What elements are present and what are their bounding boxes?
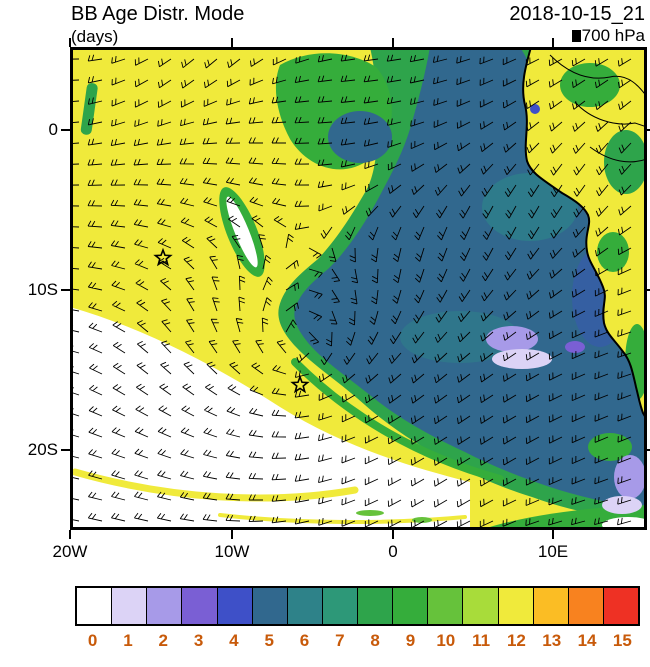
colorbar-cell <box>392 588 428 624</box>
colorbar-tick-label: 10 <box>436 631 456 650</box>
colorbar-cell <box>146 588 182 624</box>
white-sliver-feature <box>219 187 265 277</box>
colorbar-cell <box>286 588 322 624</box>
field-age1-patch <box>602 496 642 514</box>
field-age0-region <box>70 307 470 530</box>
land-green-patch <box>597 232 629 272</box>
colorbar-tick-label: 8 <box>370 631 380 650</box>
country-border <box>589 146 647 163</box>
field-age1-patch <box>492 349 552 369</box>
pressure-level-label: 700 hPa <box>581 26 645 45</box>
colorbar-tick-label: 5 <box>264 631 274 650</box>
colorbar-cell <box>497 588 533 624</box>
coastline <box>522 47 647 421</box>
colorbar-cell <box>357 588 393 624</box>
colorbar-tick-label: 13 <box>542 631 562 650</box>
x-tick-label: 10W <box>214 542 250 561</box>
colorbar-tick-label: 15 <box>612 631 632 650</box>
colorbar-cell <box>462 588 498 624</box>
green-fleck <box>412 517 432 523</box>
star-marker <box>290 374 310 394</box>
colorbar-tick-label: 4 <box>229 631 239 650</box>
field-age5-patch <box>328 111 392 163</box>
chart-title: BB Age Distr. Mode <box>71 3 245 25</box>
map-frame <box>70 47 647 530</box>
field-age2-patch <box>614 455 646 499</box>
green-arc <box>291 358 504 483</box>
x-tick-label: 0 <box>388 542 398 561</box>
colorbar-tick-label: 1 <box>123 631 133 650</box>
timestamp-label: 2018-10-15_21 <box>509 3 645 25</box>
colorbar-tick-label: 3 <box>193 631 204 650</box>
field-age2-patch <box>486 326 538 352</box>
bottom-white-corner <box>602 517 647 530</box>
colorbar-tick-label: 11 <box>472 631 491 650</box>
colorbar-tick-label: 14 <box>577 631 597 650</box>
country-border <box>549 54 647 98</box>
pressure-level: 700 hPa <box>571 26 645 46</box>
country-border <box>574 101 647 128</box>
colorbar-cell <box>111 588 147 624</box>
land-green-patch <box>560 63 620 107</box>
y-tick-label: 10S <box>27 280 58 299</box>
yellow-streak <box>71 468 359 502</box>
colorbar <box>75 586 640 626</box>
colorbar-tick-label: 7 <box>335 631 345 650</box>
sliver-core <box>226 196 258 268</box>
green-sliver <box>80 83 98 135</box>
field-age6-patch <box>400 311 520 363</box>
colorbar-tick-label: 0 <box>87 631 98 650</box>
x-tick-label: 20W <box>52 542 88 561</box>
colorbar-tick-label: 9 <box>405 631 416 650</box>
colorbar-cell <box>77 588 112 624</box>
map-plot <box>70 47 647 530</box>
units-label: (days) <box>71 27 119 46</box>
land-blue-dot <box>530 104 540 114</box>
field-age3-patch <box>565 341 585 353</box>
colorbar-cell <box>216 588 252 624</box>
colorbar-tick-label: 12 <box>506 631 526 650</box>
colorbar-cell <box>321 588 357 624</box>
x-tick-label: 10E <box>537 542 569 561</box>
colorbar-cell <box>251 588 287 624</box>
green-fleck <box>356 510 384 516</box>
level-marker-icon <box>571 30 581 42</box>
colorbar-cell <box>602 588 638 624</box>
colorbar-cell <box>567 588 603 624</box>
colorbar-cell <box>532 588 568 624</box>
colorbar-tick-label: 2 <box>158 631 169 650</box>
colorbar-cell <box>427 588 463 624</box>
y-tick-label: 0 <box>48 120 58 139</box>
colorbar-tick-label: 6 <box>299 631 310 650</box>
star-marker <box>153 247 173 267</box>
y-tick-label: 20S <box>27 440 58 459</box>
colorbar-cell <box>181 588 217 624</box>
colorbar-labels: 0 1 2 3 4 5 6 7 8 9 10 11 12 13 14 15 <box>75 631 640 651</box>
